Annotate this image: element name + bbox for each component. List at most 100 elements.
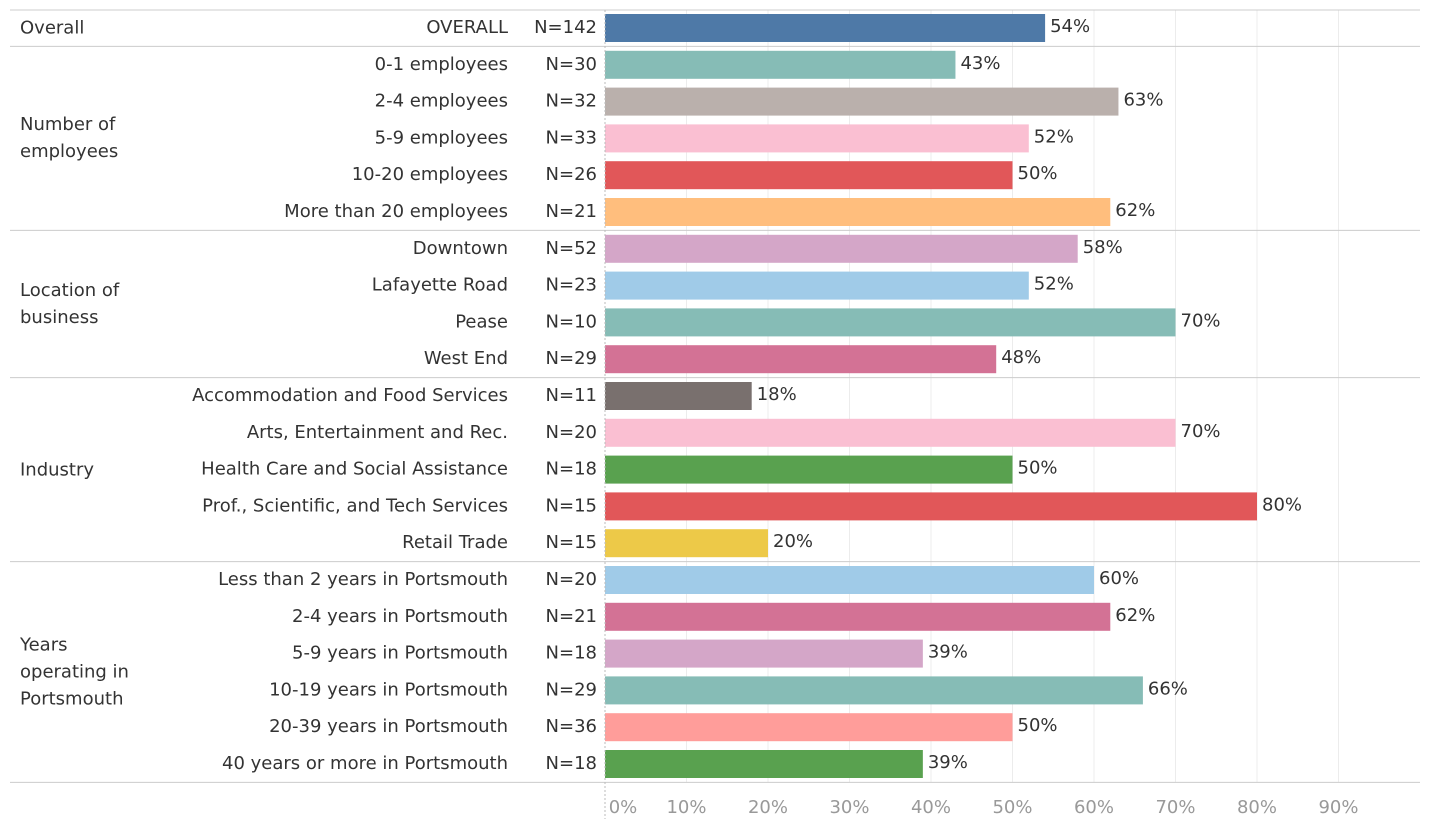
n-label: N=142 (534, 17, 597, 38)
value-label: 52% (1034, 274, 1074, 295)
bar (605, 492, 1257, 521)
n-label: N=18 (546, 643, 597, 664)
bar (605, 14, 1046, 42)
category-label: 10-19 years in Portsmouth (269, 679, 508, 700)
group-label: Overall (20, 17, 85, 39)
bar (605, 602, 1111, 631)
value-label: 39% (928, 752, 968, 773)
bar (605, 198, 1111, 226)
x-tick-label: 20% (748, 797, 788, 818)
value-label: 48% (1001, 347, 1041, 368)
category-label: Retail Trade (402, 532, 508, 553)
category-label: 20-39 years in Portsmouth (269, 716, 508, 737)
x-tick-label: 0% (609, 797, 638, 818)
category-label: 40 years or more in Portsmouth (222, 753, 508, 774)
category-label: 5-9 years in Portsmouth (292, 643, 508, 664)
value-label: 80% (1262, 494, 1302, 515)
category-label: 2-4 years in Portsmouth (292, 606, 508, 627)
n-label: N=20 (546, 569, 597, 590)
n-label: N=11 (546, 385, 597, 406)
n-label: N=33 (546, 127, 597, 148)
category-label: 5-9 employees (375, 127, 508, 148)
bar (605, 750, 923, 778)
value-label: 54% (1050, 16, 1090, 37)
bar (605, 713, 1013, 742)
value-label: 63% (1123, 90, 1163, 111)
value-label: 20% (773, 531, 813, 552)
value-label: 18% (757, 384, 797, 405)
x-tick-label: 80% (1237, 797, 1277, 818)
category-label: Pease (455, 311, 508, 332)
value-label: 43% (960, 53, 1000, 74)
x-tick-label: 40% (911, 797, 951, 818)
bar (605, 50, 956, 79)
n-label: N=21 (546, 201, 597, 222)
n-label: N=15 (546, 495, 597, 516)
category-label: 0-1 employees (375, 54, 508, 75)
n-label: N=15 (546, 532, 597, 553)
bar (605, 271, 1029, 300)
value-label: 70% (1181, 421, 1221, 442)
category-label: Arts, Entertainment and Rec. (247, 422, 508, 443)
n-label: N=36 (546, 716, 597, 737)
bar (605, 234, 1078, 263)
category-label: Health Care and Social Assistance (201, 459, 508, 480)
category-label: Prof., Scientific, and Tech Services (202, 495, 508, 516)
n-label: N=29 (546, 679, 597, 700)
x-tick-label: 60% (1074, 797, 1114, 818)
n-label: N=18 (546, 459, 597, 480)
x-tick-label: 50% (992, 797, 1032, 818)
value-label: 50% (1018, 163, 1058, 184)
bar (605, 566, 1094, 594)
group-label: Industry (20, 459, 95, 481)
value-label: 52% (1034, 126, 1074, 147)
category-label: West End (424, 348, 508, 369)
value-label: 66% (1148, 678, 1188, 699)
x-tick-label: 70% (1155, 797, 1195, 818)
category-label: Accommodation and Food Services (192, 385, 508, 406)
value-label: 60% (1099, 568, 1139, 589)
category-label: Downtown (413, 238, 508, 259)
bar (605, 639, 923, 668)
category-label: OVERALL (426, 17, 508, 38)
category-label: 2-4 employees (375, 91, 508, 112)
x-tick-label: 10% (666, 797, 706, 818)
value-label: 70% (1181, 310, 1221, 331)
category-label: 10-20 employees (352, 164, 508, 185)
group-label: Location of business (20, 280, 120, 328)
n-label: N=10 (546, 311, 597, 332)
n-label: N=23 (546, 275, 597, 296)
n-label: N=18 (546, 753, 597, 774)
n-label: N=26 (546, 164, 597, 185)
bar (605, 676, 1143, 705)
value-label: 62% (1115, 605, 1155, 626)
value-label: 58% (1083, 237, 1123, 258)
category-label: Lafayette Road (372, 275, 508, 296)
group-label: Years operating in Portsmouth (20, 634, 129, 710)
n-label: N=20 (546, 422, 597, 443)
n-label: N=21 (546, 606, 597, 627)
bar (605, 418, 1176, 447)
x-tick-label: 90% (1318, 797, 1358, 818)
bar (605, 455, 1013, 484)
bar (605, 87, 1119, 116)
value-label: 50% (1018, 715, 1058, 736)
n-label: N=29 (546, 348, 597, 369)
bar (605, 529, 768, 558)
n-label: N=32 (546, 91, 597, 112)
n-label: N=52 (546, 238, 597, 259)
n-label: N=30 (546, 54, 597, 75)
bar (605, 161, 1013, 190)
category-label: More than 20 employees (284, 201, 508, 222)
value-label: 39% (928, 642, 968, 663)
bar (605, 124, 1029, 153)
value-label: 62% (1115, 200, 1155, 221)
category-label: Less than 2 years in Portsmouth (218, 569, 508, 590)
x-tick-label: 30% (829, 797, 869, 818)
group-label: Number of employees (20, 114, 119, 163)
bar (605, 345, 997, 374)
value-label: 50% (1018, 458, 1058, 479)
bar (605, 382, 752, 410)
